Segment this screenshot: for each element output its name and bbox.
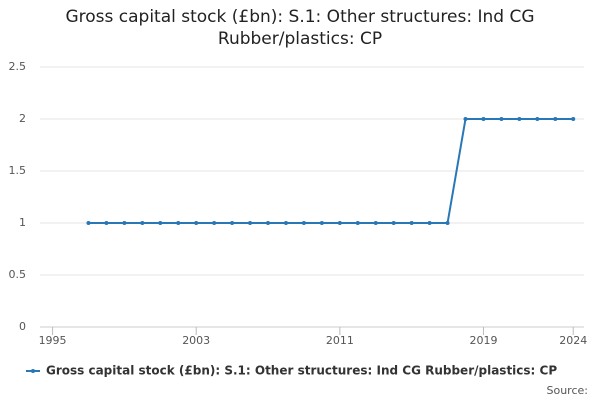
legend-swatch-dot bbox=[31, 369, 35, 373]
y-tick-label: 1.5 bbox=[9, 164, 27, 177]
x-tick-label: 2024 bbox=[559, 334, 587, 347]
point bbox=[481, 117, 486, 121]
point bbox=[517, 117, 522, 121]
x-tick-label: 2019 bbox=[469, 334, 497, 347]
y-tick-label: 2 bbox=[19, 112, 26, 125]
y-tick-label: 0 bbox=[19, 320, 26, 333]
point bbox=[283, 221, 288, 225]
point bbox=[122, 221, 127, 225]
point bbox=[194, 221, 199, 225]
point bbox=[158, 221, 163, 225]
chart-title: Gross capital stock (£bn): S.1: Other st… bbox=[65, 7, 535, 49]
point bbox=[409, 221, 414, 225]
x-tick-label: 2003 bbox=[182, 334, 210, 347]
point bbox=[445, 221, 450, 225]
point bbox=[176, 221, 181, 225]
point bbox=[391, 221, 396, 225]
point bbox=[373, 221, 378, 225]
point bbox=[301, 221, 306, 225]
point bbox=[104, 221, 109, 225]
point bbox=[571, 117, 576, 121]
point bbox=[319, 221, 324, 225]
x-tick-label: 2011 bbox=[326, 334, 354, 347]
point bbox=[337, 221, 342, 225]
point bbox=[266, 221, 271, 225]
point bbox=[463, 117, 468, 121]
legend-label: Gross capital stock (£bn): S.1: Other st… bbox=[46, 364, 557, 378]
point bbox=[535, 117, 540, 121]
point bbox=[499, 117, 504, 121]
x-tick-label: 1995 bbox=[39, 334, 67, 347]
line bbox=[88, 118, 574, 224]
y-tick-label: 2.5 bbox=[9, 60, 27, 73]
y-tick-label: 0.5 bbox=[9, 268, 27, 281]
source: Source: bbox=[547, 384, 589, 397]
point bbox=[86, 221, 91, 225]
point bbox=[355, 221, 360, 225]
point bbox=[427, 221, 432, 225]
point bbox=[248, 221, 253, 225]
y-tick-label: 1 bbox=[19, 216, 26, 229]
point bbox=[212, 221, 217, 225]
point bbox=[140, 221, 145, 225]
point bbox=[553, 117, 558, 121]
point bbox=[230, 221, 235, 225]
